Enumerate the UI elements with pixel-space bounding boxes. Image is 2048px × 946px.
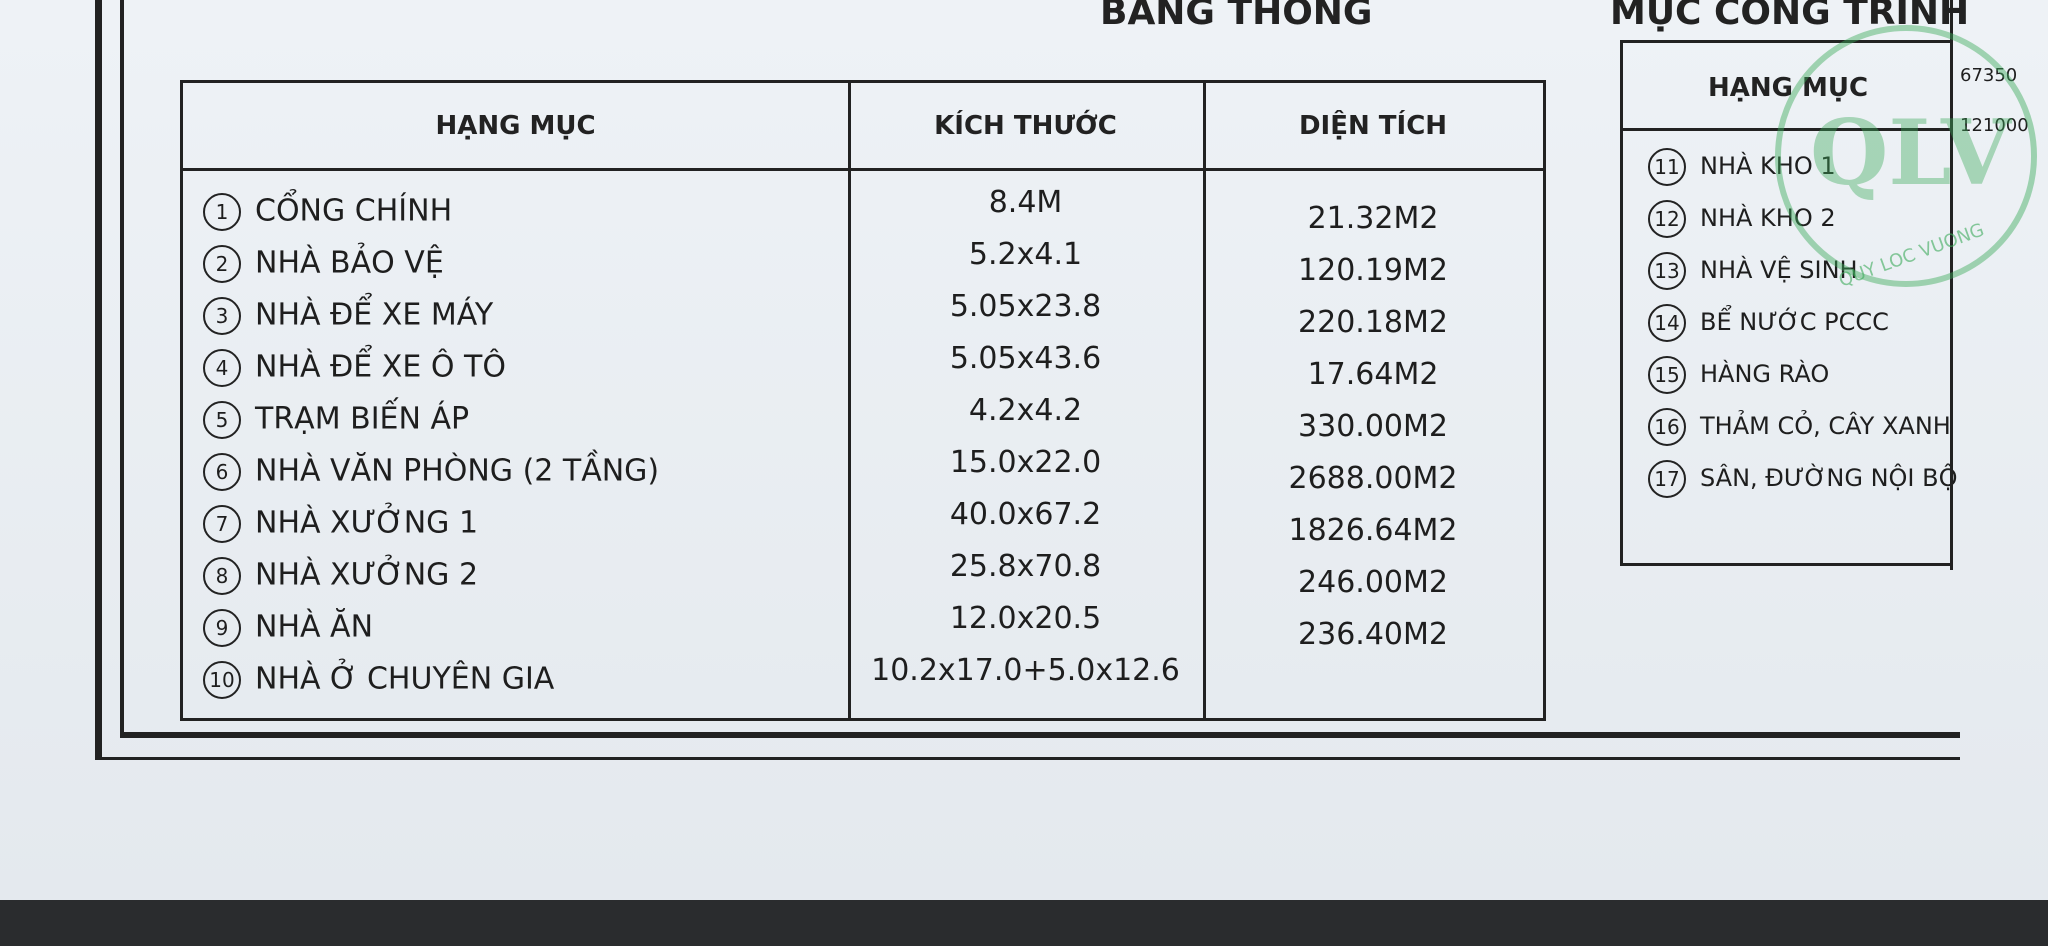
item: 6 NHÀ VĂN PHÒNG (2 TẦNG) — [203, 453, 659, 491]
watermark — [1775, 25, 2037, 287]
area: 246.00M2 — [1298, 565, 1448, 600]
item: 13 NHÀ VỆ SINH — [1648, 252, 1858, 290]
side-panel — [1950, 0, 2048, 570]
rule — [1203, 83, 1206, 718]
frame — [95, 0, 102, 760]
area: 330.00M2 — [1298, 409, 1448, 444]
item-name: NHÀ ĂN — [255, 609, 374, 645]
item-name: NHÀ VĂN PHÒNG (2 TẦNG) — [255, 453, 660, 489]
size: 12.0x20.5 — [949, 601, 1102, 636]
item: 4 NHÀ ĐỂ XE Ô TÔ — [203, 349, 506, 387]
item-name: NHÀ BẢO VỆ — [255, 245, 444, 281]
title: BẢNG THỐNG — [1100, 0, 1373, 33]
item-name: NHÀ ĐỂ XE Ô TÔ — [255, 349, 506, 385]
size: 10.2x17.0+5.0x12.6 — [871, 653, 1180, 688]
item-number: 4 — [203, 349, 241, 387]
item-name: NHÀ Ở CHUYÊN GIA — [255, 661, 555, 697]
item: 8 NHÀ XƯỞNG 2 — [203, 557, 478, 595]
item: 9 NHÀ ĂN — [203, 609, 373, 647]
size: 40.0x67.2 — [949, 497, 1102, 532]
item: 7 NHÀ XƯỞNG 1 — [203, 505, 478, 543]
item-number: 8 — [203, 557, 241, 595]
frame — [120, 732, 1960, 738]
item-number: 15 — [1648, 356, 1686, 394]
size: 25.8x70.8 — [949, 549, 1102, 584]
size: 5.05x23.8 — [949, 289, 1102, 324]
item-number: 11 — [1648, 148, 1686, 186]
frame — [95, 757, 1960, 760]
item: 3 NHÀ ĐỂ XE MÁY — [203, 297, 493, 335]
area: 220.18M2 — [1298, 305, 1448, 340]
item-number: 13 — [1648, 252, 1686, 290]
frame — [120, 0, 124, 735]
size: 5.05x43.6 — [949, 341, 1102, 376]
item-number: 3 — [203, 297, 241, 335]
item-number: 10 — [203, 661, 241, 699]
item-number: 2 — [203, 245, 241, 283]
paper: BẢNG THỐNG MỤC CÔNG TRÌNH HẠNG MỤC KÍCH T… — [0, 0, 2048, 900]
item: 14 BỂ NƯỚC PCCC — [1648, 304, 1889, 342]
item-number: 7 — [203, 505, 241, 543]
item-name: NHÀ XƯỞNG 1 — [255, 505, 479, 541]
item: 17 SÂN, ĐƯỜNG NỘI BỘ — [1648, 460, 1958, 498]
item-name: NHÀ ĐỂ XE MÁY — [255, 297, 494, 333]
area: 21.32M2 — [1307, 201, 1439, 236]
item-name: TRẠM BIẾN ÁP — [255, 401, 470, 437]
item-name: BỂ NƯỚC PCCC — [1700, 308, 1889, 336]
size: 8.4M — [988, 185, 1063, 220]
size: 4.2x4.2 — [968, 393, 1083, 428]
rule — [183, 168, 1543, 171]
area: 120.19M2 — [1298, 253, 1448, 288]
area: 1826.64M2 — [1288, 513, 1458, 548]
rule — [848, 83, 851, 718]
item: 16 THẢM CỎ, CÂY XANH — [1648, 408, 1951, 446]
item: 10 NHÀ Ở CHUYÊN GIA — [203, 661, 554, 699]
area: 2688.00M2 — [1288, 461, 1458, 496]
table: HẠNG MỤC KÍCH THƯỚC DIỆN TÍCH 1 CỔNG CHÍNH 8.… — [180, 80, 1546, 721]
column-header: HẠNG MỤC — [435, 111, 596, 141]
item-number: 6 — [203, 453, 241, 491]
item-name: CỔNG CHÍNH — [255, 193, 453, 229]
item: 1 CỔNG CHÍNH — [203, 193, 452, 231]
area: 236.40M2 — [1298, 617, 1448, 652]
item-name: HÀNG RÀO — [1700, 360, 1830, 388]
item: 5 TRẠM BIẾN ÁP — [203, 401, 469, 439]
item-name: NHÀ XƯỞNG 2 — [255, 557, 479, 593]
item-number: 9 — [203, 609, 241, 647]
item-number: 12 — [1648, 200, 1686, 238]
size: 5.2x4.1 — [968, 237, 1083, 272]
item-name: SÂN, ĐƯỜNG NỘI BỘ — [1700, 464, 1958, 492]
size: 15.0x22.0 — [949, 445, 1102, 480]
item-number: 17 — [1648, 460, 1686, 498]
item-name: THẢM CỎ, CÂY XANH — [1700, 412, 1951, 440]
column-header: DIỆN TÍCH — [1298, 111, 1448, 141]
column-header: KÍCH THƯỚC — [934, 111, 1117, 141]
watermark-logo: QLV — [1810, 100, 2011, 206]
item-number: 1 — [203, 193, 241, 231]
item-number: 14 — [1648, 304, 1686, 342]
item: 15 HÀNG RÀO — [1648, 356, 1829, 394]
item-number: 16 — [1648, 408, 1686, 446]
item: 2 NHÀ BẢO VỆ — [203, 245, 444, 283]
area: 17.64M2 — [1307, 357, 1439, 392]
item-number: 5 — [203, 401, 241, 439]
